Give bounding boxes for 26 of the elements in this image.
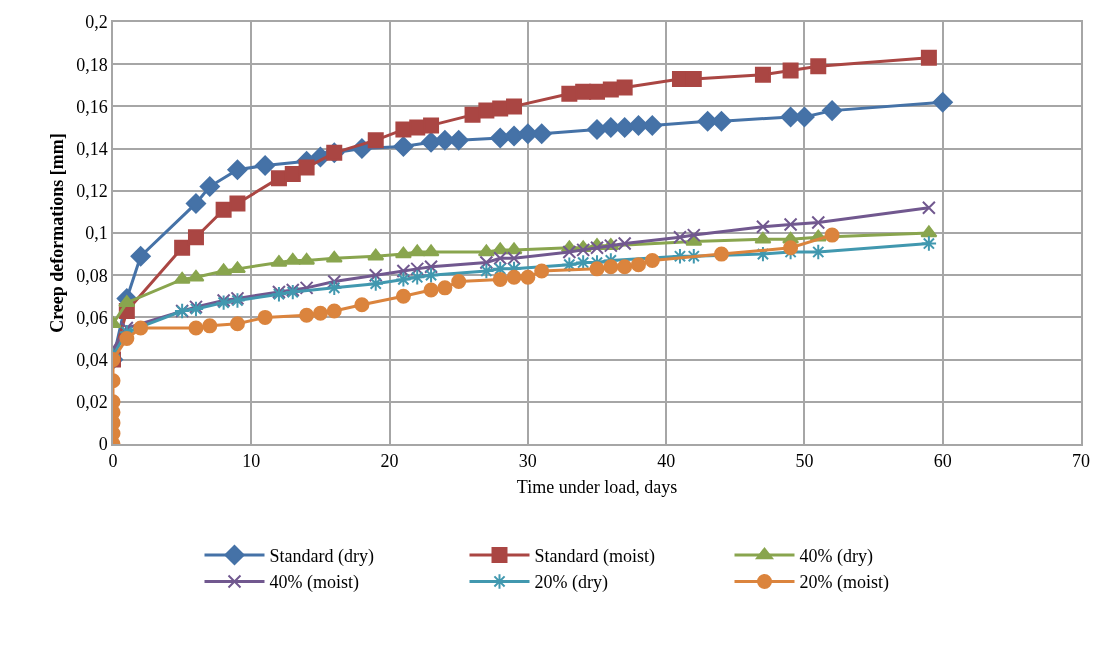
legend-label: Standard (dry) — [269, 546, 374, 568]
y-tick-label: 0,04 — [76, 349, 108, 370]
y-tick-label: 0,16 — [76, 96, 108, 117]
x-tick-label: 70 — [1072, 451, 1090, 472]
legend-label: 40% (moist) — [269, 572, 359, 594]
y-tick-label: 0,1 — [85, 223, 108, 244]
y-tick-label: 0,18 — [76, 54, 108, 75]
y-axis-title: Creep deformations [mm] — [46, 133, 67, 333]
y-tick-label: 0,14 — [76, 138, 108, 159]
x-tick-label: 50 — [795, 451, 814, 472]
y-tick-label: 0,08 — [76, 265, 108, 286]
legend-label: 20% (dry) — [534, 572, 608, 594]
x-tick-label: 10 — [242, 451, 261, 472]
legend-label: 20% (moist) — [799, 572, 889, 594]
x-tick-label: 30 — [518, 451, 537, 472]
y-tick-label: 0 — [98, 434, 108, 455]
x-axis-title: Time under load, days — [516, 476, 678, 497]
x-tick-label: 20 — [380, 451, 399, 472]
y-tick-label: 0,02 — [76, 392, 108, 413]
y-tick-label: 0,12 — [76, 181, 108, 202]
legend-label: 40% (dry) — [799, 546, 873, 568]
y-tick-label: 0,2 — [85, 12, 108, 33]
x-tick-label: 60 — [933, 451, 952, 472]
x-tick-label: 40 — [657, 451, 676, 472]
y-tick-label: 0,06 — [76, 307, 108, 328]
legend-label: Standard (moist) — [534, 546, 655, 568]
